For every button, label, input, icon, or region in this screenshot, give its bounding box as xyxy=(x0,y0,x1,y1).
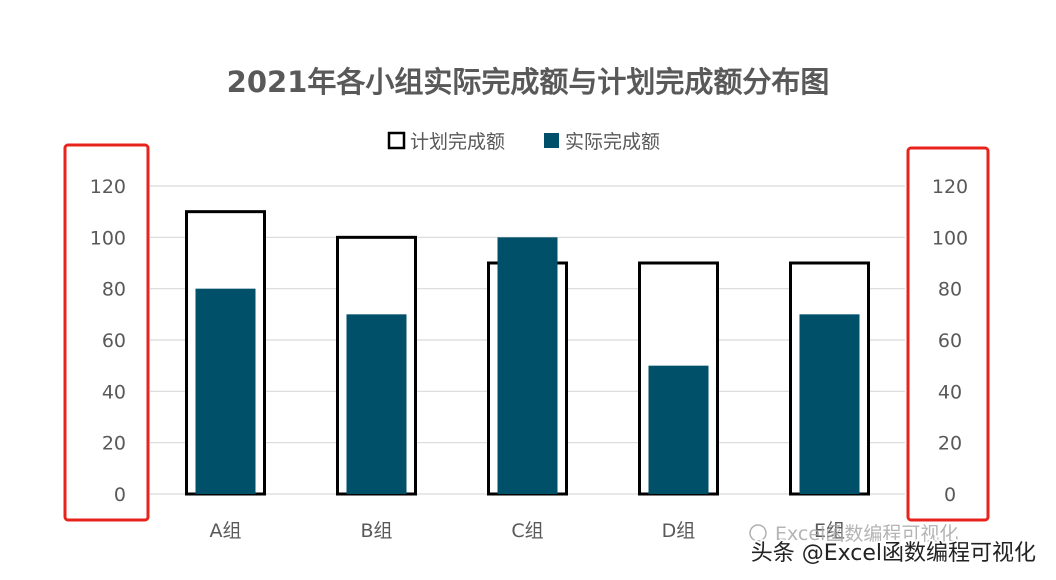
legend-swatch-actual xyxy=(544,133,559,148)
y-tick-label-right: 20 xyxy=(938,433,962,455)
legend-label-actual: 实际完成额 xyxy=(565,131,660,153)
category-label: C组 xyxy=(511,520,543,542)
y-tick-label-left: 60 xyxy=(102,330,126,352)
left-axis-highlight-box xyxy=(63,143,150,522)
category-label: A组 xyxy=(210,520,242,542)
bar-actual xyxy=(799,314,860,494)
watermark: Excel函数编程可视化 头条 @Excel函数编程可视化 xyxy=(749,523,1038,568)
y-tick-label-right: 40 xyxy=(938,381,962,403)
bars xyxy=(185,210,870,496)
legend-label-plan: 计划完成额 xyxy=(410,131,505,153)
y-axis-right: 0 20 40 60 80 100 120 xyxy=(932,176,968,506)
bar-actual xyxy=(497,237,558,495)
y-tick-label-left: 80 xyxy=(102,279,126,301)
bar-actual xyxy=(346,314,407,494)
y-tick-label-left: 40 xyxy=(102,381,126,403)
legend-swatch-plan xyxy=(387,131,406,150)
category-axis: A组 B组 C组 D组 E组 xyxy=(210,520,846,542)
y-tick-label-left: 20 xyxy=(102,433,126,455)
watermark-line1: Excel函数编程可视化 xyxy=(775,523,958,545)
category-label: E组 xyxy=(814,520,845,542)
wechat-icon xyxy=(749,524,767,542)
category-label: D组 xyxy=(662,520,696,542)
watermark-line2: 头条 @Excel函数编程可视化 xyxy=(751,541,1036,566)
y-tick-label-left: 100 xyxy=(90,227,126,249)
y-tick-label-right: 100 xyxy=(932,227,968,249)
y-tick-label-left: 0 xyxy=(114,484,126,506)
bar-actual xyxy=(648,365,709,494)
y-tick-label-left: 120 xyxy=(90,176,126,198)
y-tick-label-right: 60 xyxy=(938,330,962,352)
y-tick-label-right: 0 xyxy=(944,484,956,506)
right-axis-highlight-box xyxy=(906,146,990,522)
y-tick-label-right: 80 xyxy=(938,279,962,301)
legend: 计划完成额 实际完成额 xyxy=(387,131,660,153)
bar-actual xyxy=(195,288,256,494)
chart-title: 2021年各小组实际完成额与计划完成额分布图 xyxy=(227,65,830,99)
y-tick-label-right: 120 xyxy=(932,176,968,198)
category-label: B组 xyxy=(360,520,392,542)
y-axis-left: 0 20 40 60 80 100 120 xyxy=(90,176,126,506)
